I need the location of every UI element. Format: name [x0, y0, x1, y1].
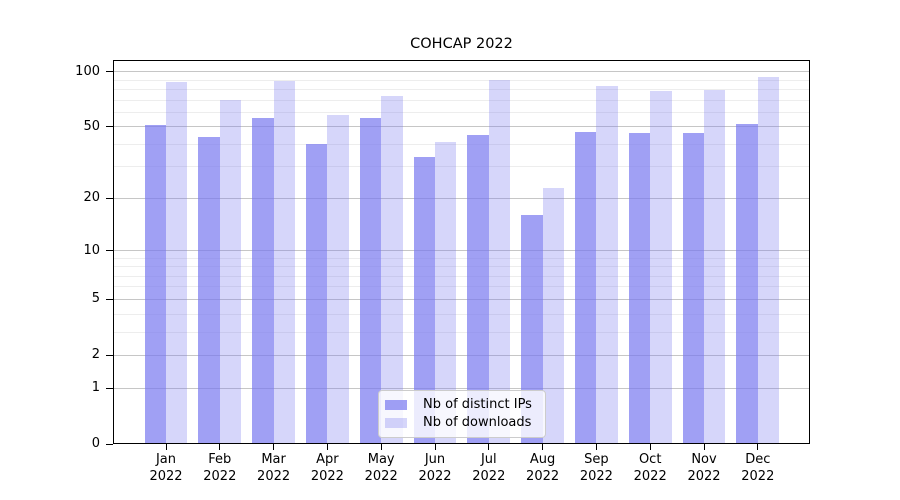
- y-tick-label-2: 2: [91, 347, 100, 363]
- legend-label-downloads: Nb of downloads: [423, 415, 532, 430]
- y-tick-label-10: 10: [83, 242, 100, 258]
- chart-title: COHCAP 2022: [410, 36, 513, 52]
- x-tick-label-nov-2022: Nov 2022: [687, 452, 721, 484]
- bar-downloads-oct-2022: [650, 91, 672, 444]
- gridline-y-1: [114, 387, 809, 389]
- gridline-y-10: [114, 250, 809, 251]
- gridline-y-minor-3: [114, 331, 809, 333]
- gridline-y-50: [114, 126, 809, 128]
- bar-distinct-ips-may-2022: [359, 117, 382, 444]
- legend-swatch-distinct-ips: [385, 400, 407, 410]
- bar-downloads-nov-2022: [704, 90, 726, 444]
- bar-distinct-ips-feb-2022: [198, 136, 220, 444]
- x-tick-nov-2022: [703, 444, 705, 450]
- gridline-y-20: [114, 197, 809, 199]
- x-tick-mar-2022: [273, 444, 275, 450]
- x-tick-feb-2022: [219, 444, 221, 450]
- gridline-y-minor-9: [114, 257, 809, 259]
- gridline-y-100: [114, 71, 809, 73]
- bar-downloads-apr-2022: [327, 114, 349, 444]
- bar-distinct-ips-jun-2022: [413, 157, 435, 444]
- y-tick-label-1: 1: [91, 380, 100, 396]
- bar-downloads-dec-2022: [757, 77, 780, 444]
- x-tick-label-may-2022: May 2022: [364, 452, 398, 484]
- gridline-y-minor-30: [114, 166, 809, 168]
- y-tick-0: [106, 443, 113, 445]
- y-tick-50: [106, 126, 113, 128]
- bar-downloads-feb-2022: [219, 100, 242, 444]
- x-tick-label-jun-2022: Jun 2022: [418, 452, 452, 484]
- y-tick-label-20: 20: [83, 190, 100, 206]
- x-tick-label-oct-2022: Oct 2022: [633, 452, 667, 484]
- y-tick-label-100: 100: [75, 63, 100, 79]
- bar-distinct-ips-mar-2022: [252, 117, 274, 444]
- y-tick-20: [106, 197, 113, 199]
- legend-label-distinct-ips: Nb of distinct IPs: [423, 397, 532, 412]
- bar-distinct-ips-nov-2022: [682, 133, 704, 444]
- x-tick-jun-2022: [434, 444, 436, 450]
- gridline-y-minor-4: [114, 313, 809, 315]
- gridline-y-minor-80: [114, 88, 809, 90]
- bar-downloads-jul-2022: [488, 80, 511, 444]
- gridline-y-minor-40: [114, 143, 809, 145]
- x-tick-label-aug-2022: Aug 2022: [526, 452, 560, 484]
- y-tick-5: [106, 298, 113, 300]
- y-tick-label-50: 50: [83, 118, 100, 134]
- gridline-y-minor-90: [114, 79, 809, 81]
- x-tick-jan-2022: [165, 444, 167, 450]
- x-tick-aug-2022: [542, 444, 544, 450]
- bar-distinct-ips-jan-2022: [144, 125, 166, 444]
- bar-downloads-jan-2022: [166, 81, 188, 444]
- y-tick-label-0: 0: [91, 436, 100, 451]
- gridline-y-minor-8: [114, 266, 809, 268]
- x-tick-label-feb-2022: Feb 2022: [203, 452, 237, 484]
- x-tick-label-jan-2022: Jan 2022: [149, 452, 183, 484]
- x-tick-label-dec-2022: Dec 2022: [741, 452, 775, 484]
- bar-downloads-jun-2022: [435, 142, 457, 444]
- legend-entry-distinct-ips: Nb of distinct IPs: [385, 396, 539, 414]
- bar-downloads-aug-2022: [542, 187, 564, 444]
- bar-downloads-may-2022: [381, 95, 403, 444]
- x-tick-label-jul-2022: Jul 2022: [472, 452, 506, 484]
- x-tick-apr-2022: [326, 444, 328, 450]
- gridline-y-minor-70: [114, 99, 809, 101]
- bar-downloads-sep-2022: [596, 86, 618, 444]
- gridline-y-2: [114, 354, 809, 356]
- bar-distinct-ips-oct-2022: [628, 133, 651, 444]
- x-tick-label-mar-2022: Mar 2022: [257, 452, 291, 484]
- x-tick-oct-2022: [649, 444, 651, 450]
- gridline-y-5: [114, 298, 809, 300]
- bar-downloads-mar-2022: [273, 80, 295, 444]
- bar-distinct-ips-dec-2022: [736, 123, 758, 444]
- bar-distinct-ips-sep-2022: [575, 131, 597, 444]
- bar-distinct-ips-aug-2022: [521, 215, 543, 444]
- y-tick-1: [106, 387, 113, 389]
- legend-swatch-downloads: [385, 418, 407, 428]
- x-tick-may-2022: [380, 444, 382, 450]
- bar-distinct-ips-jul-2022: [467, 135, 489, 444]
- x-tick-dec-2022: [757, 444, 759, 450]
- x-tick-label-apr-2022: Apr 2022: [310, 452, 344, 484]
- bar-distinct-ips-apr-2022: [306, 144, 328, 444]
- gridline-y-minor-60: [114, 111, 809, 113]
- y-tick-label-5: 5: [91, 291, 100, 307]
- gridline-y-minor-7: [114, 275, 809, 277]
- legend-entry-downloads: Nb of downloads: [385, 414, 539, 432]
- y-tick-100: [106, 71, 113, 73]
- x-tick-jul-2022: [488, 444, 490, 450]
- x-tick-sep-2022: [595, 444, 597, 450]
- x-tick-label-sep-2022: Sep 2022: [579, 452, 613, 484]
- legend: Nb of distinct IPs Nb of downloads: [378, 390, 546, 438]
- gridline-y-minor-6: [114, 286, 809, 288]
- y-tick-10: [106, 250, 113, 251]
- y-tick-2: [106, 354, 113, 356]
